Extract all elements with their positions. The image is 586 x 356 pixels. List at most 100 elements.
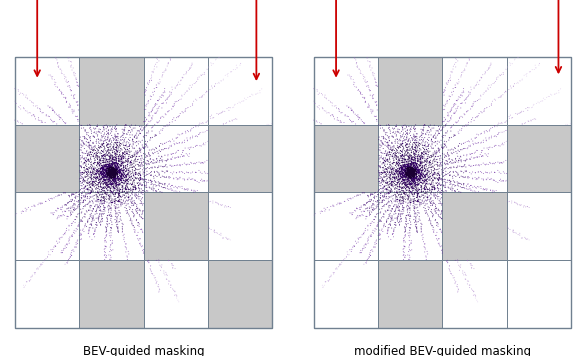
Point (461, 271, 470, 277)
Point (421, 182, 430, 188)
Point (453, 172, 462, 178)
Point (120, 231, 129, 237)
Point (157, 92, 166, 98)
Point (401, 175, 411, 181)
Point (87, 145, 97, 151)
Point (398, 205, 408, 211)
Point (366, 221, 375, 226)
Point (110, 171, 120, 176)
Point (148, 271, 157, 277)
Point (172, 99, 182, 104)
Point (405, 167, 414, 173)
Point (162, 140, 171, 145)
Point (165, 89, 175, 95)
Point (128, 140, 138, 146)
Point (509, 230, 518, 235)
Point (417, 221, 427, 227)
Point (113, 182, 122, 187)
Point (406, 168, 415, 174)
Point (408, 176, 417, 182)
Point (404, 170, 414, 176)
Point (141, 141, 151, 147)
Point (107, 162, 116, 168)
Point (144, 119, 153, 124)
Point (391, 174, 401, 180)
Point (121, 122, 131, 128)
Point (462, 61, 472, 66)
Point (86, 147, 96, 152)
Point (114, 178, 124, 184)
Point (187, 125, 196, 131)
Point (406, 161, 415, 167)
Point (97, 171, 107, 177)
Point (381, 224, 390, 229)
Point (360, 241, 370, 247)
Point (135, 188, 144, 193)
Point (105, 171, 115, 177)
Point (394, 173, 403, 178)
Point (416, 184, 425, 190)
Point (104, 163, 114, 169)
Point (377, 178, 386, 183)
Point (397, 164, 407, 170)
Point (420, 173, 430, 178)
Point (118, 150, 128, 155)
Point (409, 179, 418, 185)
Point (432, 132, 442, 138)
Point (390, 155, 399, 160)
Point (108, 172, 117, 177)
Point (388, 130, 397, 136)
Point (113, 188, 122, 193)
Point (107, 169, 117, 175)
Point (155, 288, 164, 294)
Point (462, 187, 472, 192)
Point (175, 132, 185, 138)
Point (89, 164, 98, 170)
Point (464, 143, 473, 149)
Point (101, 151, 111, 156)
Point (383, 169, 392, 174)
Point (94, 139, 103, 145)
Point (231, 67, 240, 72)
Point (413, 180, 423, 185)
Point (91, 170, 100, 176)
Point (391, 163, 400, 168)
Point (125, 162, 135, 168)
Point (79, 197, 88, 203)
Point (323, 278, 333, 284)
Point (110, 149, 120, 155)
Point (113, 176, 122, 182)
Point (178, 109, 187, 115)
Point (120, 178, 130, 184)
Point (401, 159, 411, 164)
Point (114, 164, 123, 170)
Point (101, 156, 110, 162)
Point (84, 152, 94, 157)
Point (95, 174, 104, 180)
Point (387, 140, 397, 146)
Point (387, 134, 397, 139)
Point (405, 247, 414, 252)
Point (98, 155, 108, 161)
Point (180, 171, 189, 176)
Point (387, 187, 396, 193)
Point (519, 109, 529, 114)
Point (405, 186, 414, 192)
Point (154, 282, 163, 287)
Point (121, 177, 131, 182)
Point (124, 194, 133, 200)
Point (100, 208, 110, 214)
Point (174, 98, 183, 103)
Point (139, 119, 149, 124)
Point (166, 56, 175, 61)
Point (401, 171, 410, 177)
Point (194, 132, 203, 137)
Point (384, 189, 393, 195)
Point (134, 159, 144, 165)
Point (99, 168, 108, 173)
Point (434, 131, 444, 137)
Point (404, 166, 414, 172)
Point (98, 182, 108, 188)
Point (209, 115, 219, 120)
Point (468, 188, 478, 194)
